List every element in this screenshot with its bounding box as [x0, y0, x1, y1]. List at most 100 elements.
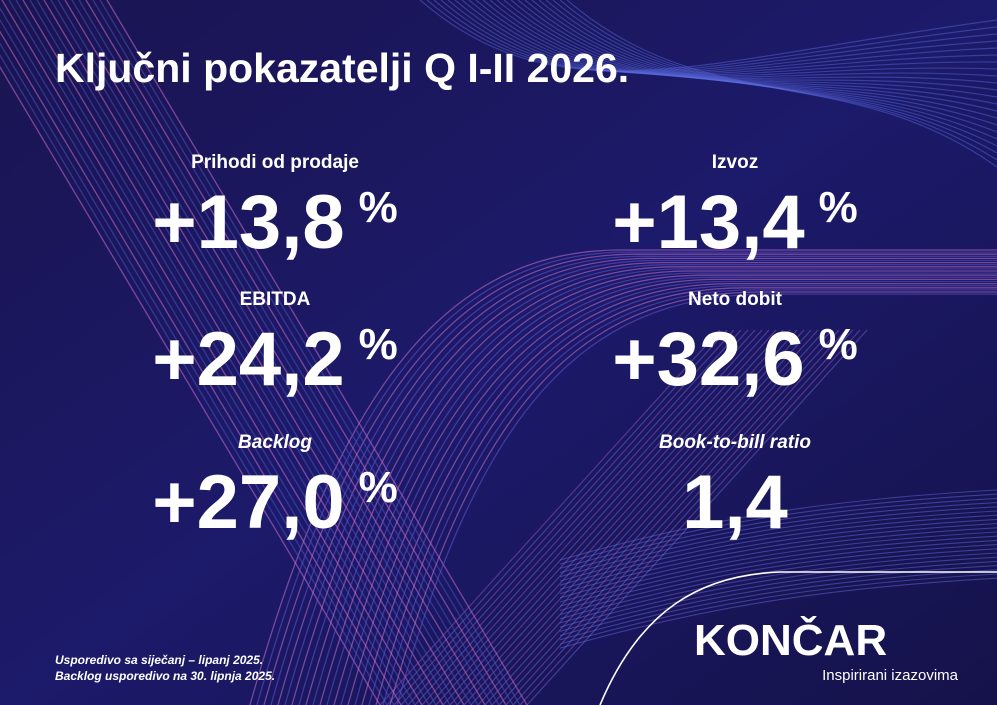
stripe	[559, 506, 997, 578]
metric-value: +13,4%	[612, 180, 857, 265]
stripe	[442, 329, 784, 705]
stripe	[559, 560, 997, 632]
stripe	[491, 329, 833, 705]
stripe	[484, 329, 826, 705]
stripe	[559, 497, 997, 569]
unit: %	[819, 183, 858, 232]
stripe	[71, 0, 493, 705]
stripe	[382, 289, 997, 705]
stripe	[526, 329, 868, 705]
stripe	[559, 502, 997, 574]
stripe	[419, 0, 997, 72]
metric-label: Neto dobit	[688, 289, 783, 310]
stripe	[461, 0, 997, 76]
stripe	[298, 264, 997, 705]
stripe	[456, 329, 798, 705]
stripe	[92, 0, 514, 705]
stripe	[498, 329, 840, 705]
metric-label: Book-to-bill ratio	[659, 432, 811, 453]
stripe	[517, 0, 997, 119]
stripe	[407, 329, 749, 705]
stripe	[468, 0, 997, 77]
metrics: Prihodi od prodaje +13,8 % Izvoz +13,4 % EBITD…	[152, 152, 857, 545]
logo-arc	[599, 571, 997, 705]
stripe	[524, 0, 997, 126]
metric-label: EBITDA	[240, 289, 311, 310]
stripe	[559, 552, 997, 624]
stripe	[0, 65, 381, 705]
stripe	[559, 573, 997, 645]
stripe	[489, 0, 997, 91]
stripe	[559, 556, 997, 628]
metric-value: +13,8%	[152, 180, 397, 265]
stripe	[559, 518, 997, 590]
footnote: Usporedivo sa siječanj – lipanj 2025.	[55, 653, 263, 667]
stripe	[559, 489, 997, 561]
stripe	[389, 291, 997, 705]
stripe	[0, 42, 395, 705]
stripe	[559, 527, 997, 599]
stripe	[333, 274, 997, 705]
stripe	[414, 329, 756, 705]
stripe	[559, 523, 997, 595]
stripe	[85, 0, 507, 705]
stripe	[361, 282, 997, 705]
stripe	[559, 539, 997, 611]
stripe	[566, 0, 997, 168]
stripe	[0, 54, 388, 705]
stripe	[512, 329, 854, 705]
stripe	[15, 0, 437, 705]
stripe	[249, 249, 997, 705]
stripe	[57, 0, 479, 705]
value: +24,2	[152, 317, 344, 402]
tagline: Inspirirani izazovima	[822, 667, 959, 684]
stripe	[379, 329, 721, 705]
stripe	[1, 0, 423, 705]
metric-value: 1,4	[682, 460, 788, 545]
stripe	[510, 0, 997, 112]
stripe	[559, 493, 997, 565]
stripe	[326, 272, 997, 705]
stripe	[463, 329, 805, 705]
stripe	[426, 0, 997, 73]
stripe	[559, 544, 997, 616]
metric-label: Backlog	[238, 432, 312, 453]
unit: %	[819, 320, 858, 369]
metric-value: +24,2%	[152, 317, 397, 402]
stripe	[78, 0, 500, 705]
stripe	[505, 329, 847, 705]
unit: %	[359, 463, 398, 512]
stripe	[8, 0, 430, 705]
stripe	[482, 0, 997, 84]
unit: %	[359, 320, 398, 369]
stripe	[440, 0, 997, 74]
value: +27,0	[152, 460, 344, 545]
stripe	[29, 0, 451, 705]
stripe	[428, 329, 770, 705]
value: +13,4	[612, 180, 804, 265]
stripe	[99, 0, 521, 705]
stripe	[50, 0, 472, 705]
stripe	[368, 285, 997, 705]
value: +13,8	[152, 180, 344, 265]
stripe	[559, 510, 997, 582]
stripe	[0, 30, 402, 705]
stripe	[277, 257, 997, 705]
stripe	[354, 280, 997, 705]
stripe	[496, 0, 997, 98]
stripe	[454, 0, 997, 75]
stripe	[559, 569, 997, 641]
stripe	[22, 0, 444, 705]
stripe	[470, 329, 812, 705]
metric-label: Prihodi od prodaje	[191, 152, 359, 173]
stripe	[559, 565, 997, 637]
stripe	[386, 329, 728, 705]
unit: %	[359, 183, 398, 232]
stripe	[256, 251, 997, 705]
stripe	[340, 276, 997, 705]
footnote: Backlog usporedivo na 30. lipnja 2025.	[55, 669, 275, 683]
stripe	[375, 287, 997, 705]
stripe	[319, 270, 997, 705]
